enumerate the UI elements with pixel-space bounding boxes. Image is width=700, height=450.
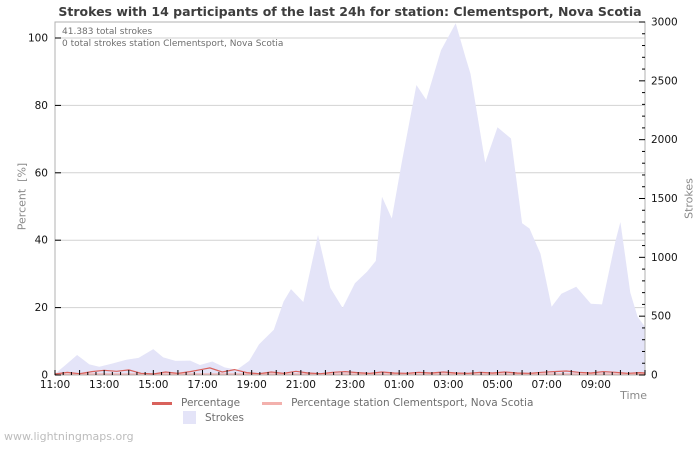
legend-row-lines: Percentage Percentage station Clementspo… [152,397,533,409]
y-right-tick-label: 2000 [651,134,678,146]
y-left-tick-label: 60 [35,167,48,179]
legend-label-strokes: Strokes [205,411,244,424]
legend-row-area: Strokes [183,411,244,424]
x-tick-label: 09:00 [581,379,611,391]
chart-title: Strokes with 14 participants of the last… [58,4,642,19]
x-tick-label: 03:00 [433,379,463,391]
y-left-tick-label: 40 [35,235,48,247]
station-percentage-line-swatch [262,401,283,405]
y-right-tick-label: 1500 [651,193,678,205]
legend-label-percentage: Percentage [181,397,241,409]
legend-label-station-percentage: Percentage station Clementsport, Nova Sc… [291,397,534,409]
y-right-tick-label: 500 [651,311,671,323]
y-right-tick-label: 3000 [651,17,678,29]
x-tick-label: 11:00 [40,379,70,391]
y-axis-label-left: Percent [%] [15,162,29,231]
x-tick-label: 19:00 [237,379,267,391]
strokes-area-swatch [183,411,196,424]
y-right-tick-label: 2500 [651,75,678,87]
x-tick-label: 01:00 [384,379,414,391]
x-tick-label: 17:00 [187,379,217,391]
x-tick-label: 21:00 [286,379,316,391]
y-left-tick-label: 0 [41,370,48,382]
watermark-text: www.lightningmaps.org [4,430,134,443]
percentage-line [54,367,646,375]
y-axis-label-right: Strokes [682,178,696,219]
x-tick-label: 23:00 [335,379,365,391]
x-tick-label: 13:00 [89,379,119,391]
x-tick-label: 07:00 [532,379,562,391]
y-right-tick-label: 0 [651,370,658,382]
percentage-line-swatch [152,401,172,405]
x-tick-label: 05:00 [482,379,512,391]
strokes-area [55,23,645,375]
y-left-tick-label: 20 [35,302,48,314]
x-axis-label: Time [620,389,647,402]
y-left-tick-label: 80 [35,100,48,112]
annotation-total-strokes: 41.383 total strokes [62,27,153,37]
y-right-tick-label: 1000 [651,252,678,264]
x-tick-label: 15:00 [138,379,168,391]
annotation-station-strokes: 0 total strokes station Clementsport, No… [62,39,284,49]
y-left-tick-label: 100 [28,33,48,45]
